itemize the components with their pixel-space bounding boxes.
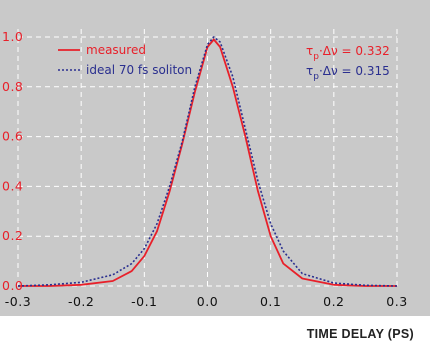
- x-tick-label: -0.1: [131, 294, 157, 309]
- y-tick-label: 0.2: [2, 228, 23, 243]
- legend-label: ideal 70 fs soliton: [86, 63, 192, 77]
- y-tick-label: 0.8: [2, 79, 23, 94]
- series-measured-line: [18, 38, 397, 287]
- legend: measured ideal 70 fs soliton: [58, 43, 192, 77]
- x-tick-label: 0.2: [323, 294, 344, 309]
- series-lines: [17, 36, 398, 287]
- tick-labels: 0.0 0.2 0.4 0.6 0.8 1.0 -0.3 -0.2 -0.1 0.0 0.1 0.2 0…: [2, 29, 407, 309]
- time-bandwidth-product-label: τp·Δν = 0.332: [306, 44, 390, 62]
- grid: [17, 29, 398, 287]
- plot-background: [0, 0, 430, 316]
- x-tick-label: -0.3: [5, 294, 31, 309]
- x-tick-label: 0.1: [260, 294, 281, 309]
- y-tick-label: 0.4: [2, 178, 23, 193]
- x-axis-label: TIME DELAY (PS): [306, 327, 414, 341]
- y-tick-label: 0.6: [2, 129, 23, 144]
- x-tick-label: -0.2: [68, 294, 94, 309]
- x-tick-label: 0.3: [386, 294, 407, 309]
- time-bandwidth-product-label: τp·Δν = 0.315: [306, 64, 390, 82]
- y-tick-label: 1.0: [2, 29, 23, 44]
- series-ideal-soliton-line: [17, 36, 398, 287]
- x-tick-label: 0.0: [197, 294, 218, 309]
- annotations: τp·Δν = 0.332 τp·Δν = 0.315: [306, 44, 390, 82]
- y-tick-label: 0.0: [2, 278, 23, 293]
- legend-label: measured: [86, 43, 146, 57]
